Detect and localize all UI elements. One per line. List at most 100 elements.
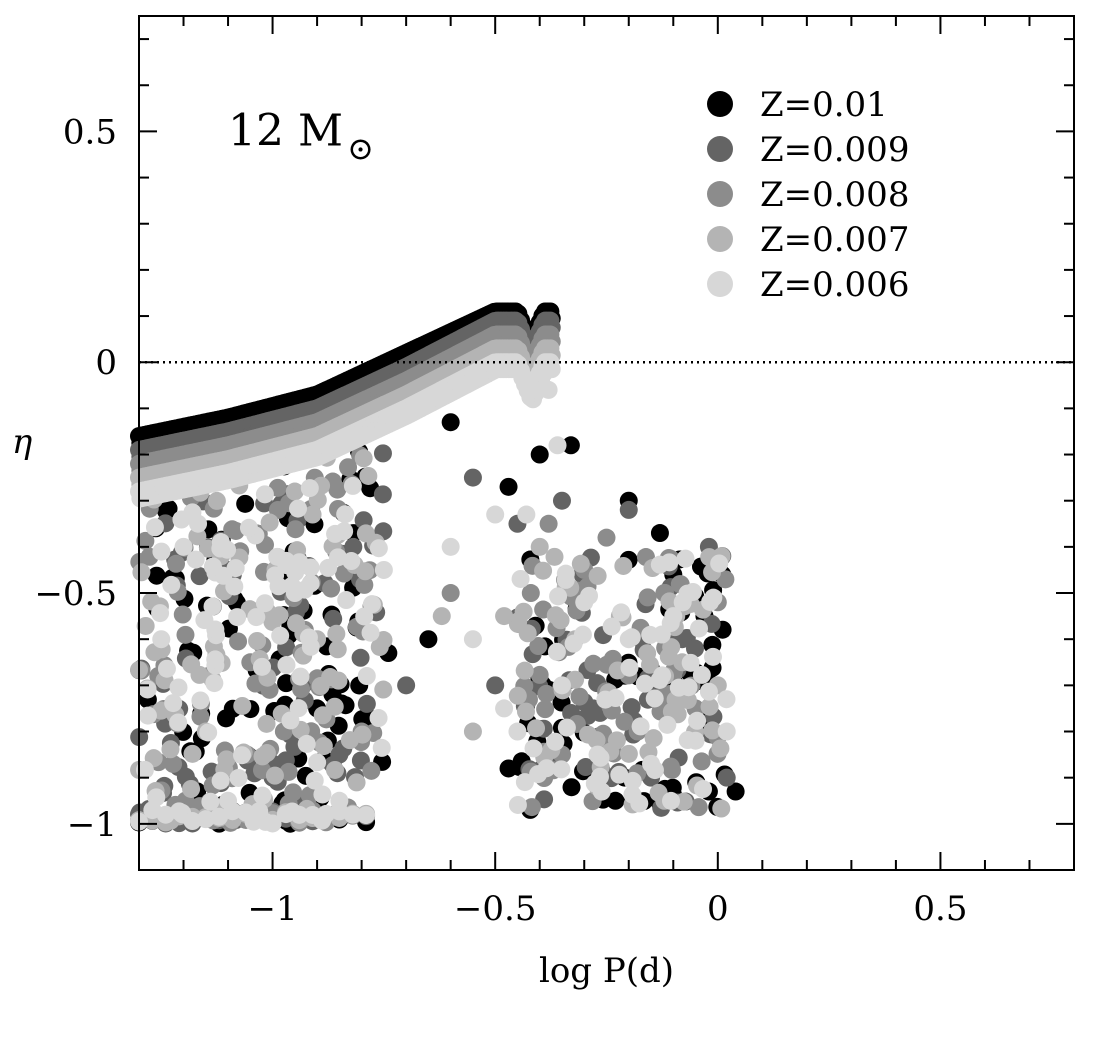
data-point: [216, 709, 235, 728]
data-point: [351, 648, 370, 667]
data-point: [508, 722, 527, 741]
data-point: [508, 795, 527, 814]
data-point: [619, 744, 638, 763]
data-point: [619, 630, 638, 649]
data-point: [253, 786, 272, 805]
data-point: [527, 719, 546, 738]
data-point: [552, 760, 571, 779]
data-points-layer: [130, 302, 745, 833]
data-point: [328, 548, 347, 567]
series-group: [130, 353, 736, 833]
data-point: [255, 594, 274, 613]
data-point: [354, 511, 373, 530]
data-point: [716, 570, 735, 589]
data-point: [678, 584, 697, 603]
y-tick-label: −0.5: [34, 574, 117, 614]
data-point: [486, 676, 505, 695]
data-point: [203, 557, 222, 576]
data-point: [297, 734, 316, 753]
data-point: [692, 665, 711, 684]
data-point: [339, 458, 358, 477]
data-point: [290, 805, 309, 824]
data-point: [545, 547, 564, 566]
data-point: [226, 559, 245, 578]
data-point: [308, 753, 327, 772]
data-point: [253, 747, 272, 766]
data-point: [662, 760, 681, 779]
data-point: [650, 524, 669, 543]
data-point: [584, 654, 603, 673]
data-point: [529, 637, 548, 656]
legend-label: Z=0.01: [760, 85, 888, 125]
data-point: [374, 680, 393, 699]
data-point: [642, 754, 661, 773]
data-point: [610, 765, 629, 784]
legend-label: Z=0.009: [760, 130, 909, 170]
data-point: [305, 771, 324, 790]
data-point: [211, 771, 230, 790]
data-point: [711, 739, 730, 758]
data-point: [206, 650, 225, 669]
data-point: [596, 690, 615, 709]
data-point: [537, 684, 556, 703]
x-tick-label: 0: [707, 889, 729, 929]
data-point: [587, 731, 606, 750]
data-point: [182, 779, 201, 798]
data-point: [432, 607, 451, 626]
data-point: [322, 579, 341, 598]
data-point: [663, 778, 682, 797]
data-point: [284, 783, 303, 802]
data-point: [588, 566, 607, 585]
data-point: [699, 682, 718, 701]
data-point: [211, 539, 230, 558]
data-point: [135, 760, 154, 779]
data-point: [622, 698, 641, 717]
data-point: [511, 569, 530, 588]
data-point: [681, 653, 700, 672]
data-point: [597, 528, 616, 547]
legend-marker: [707, 226, 733, 252]
data-point: [508, 686, 527, 705]
data-point: [176, 625, 195, 644]
data-point: [157, 659, 176, 678]
data-point: [676, 549, 695, 568]
data-point: [147, 566, 166, 585]
data-point: [136, 616, 155, 635]
data-point: [265, 766, 284, 785]
data-point: [441, 584, 460, 603]
data-point: [183, 744, 202, 763]
data-point: [588, 745, 607, 764]
data-point: [590, 767, 609, 786]
legend-marker: [707, 271, 733, 297]
data-point: [233, 696, 252, 715]
data-point: [499, 477, 518, 496]
data-point: [463, 722, 482, 741]
y-tick-label: −1: [67, 805, 117, 845]
data-point: [355, 575, 374, 594]
data-point: [650, 670, 669, 689]
data-point: [260, 513, 279, 532]
data-point: [530, 665, 549, 684]
data-point: [263, 814, 282, 833]
data-point: [330, 745, 349, 764]
data-point: [337, 591, 356, 610]
data-point: [700, 697, 719, 716]
data-point: [268, 547, 287, 566]
data-point: [557, 718, 576, 737]
data-point: [547, 642, 566, 661]
data-point: [546, 732, 565, 751]
data-point: [536, 700, 555, 719]
mass-annotation: 12 M ⊙: [228, 105, 374, 167]
data-point: [690, 619, 709, 638]
data-point: [291, 667, 310, 686]
data-point: [726, 782, 745, 801]
data-point: [463, 468, 482, 487]
data-point: [289, 499, 308, 518]
data-point: [344, 537, 363, 556]
data-point: [372, 738, 391, 757]
y-axis-label: η: [12, 422, 33, 462]
data-point: [170, 802, 189, 821]
data-point: [290, 553, 309, 572]
data-point: [463, 630, 482, 649]
data-point: [357, 694, 376, 713]
